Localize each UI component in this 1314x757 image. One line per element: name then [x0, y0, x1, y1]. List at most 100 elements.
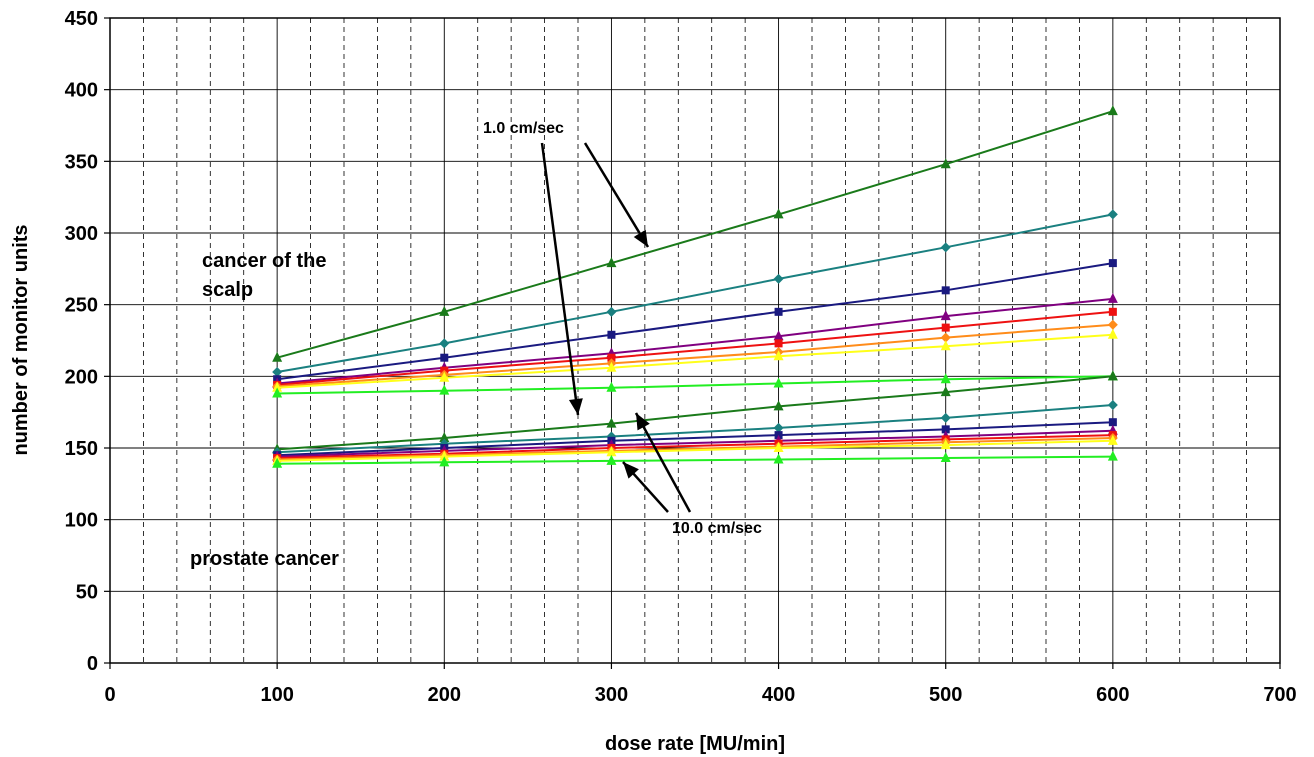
data-point: [940, 310, 951, 321]
data-point: [773, 453, 784, 464]
data-point: [1107, 434, 1118, 445]
data-point: [1107, 105, 1118, 116]
data-point: [606, 257, 617, 268]
series-10: [272, 400, 1118, 458]
data-point: [439, 338, 450, 349]
series-line: [277, 455, 1113, 465]
data-point: [773, 273, 784, 284]
series-15: [272, 434, 1118, 465]
annotation-scalp-line2: scalp: [202, 279, 253, 301]
x-tick-label: 100: [260, 684, 293, 706]
data-point: [272, 367, 283, 378]
data-point: [773, 442, 784, 452]
data-point: [1107, 370, 1118, 381]
arrow-head: [623, 462, 639, 479]
arrow-shaft: [540, 142, 580, 416]
data-point: [773, 422, 784, 433]
data-point: [439, 431, 450, 442]
y-tick-labels: 0 50 100 150 200 250 300 350 400 450: [65, 8, 110, 675]
y-tick-label: 300: [65, 223, 98, 245]
data-point: [272, 351, 283, 362]
y-tick-label: 250: [65, 295, 98, 317]
data-point: [941, 425, 950, 434]
data-point: [1107, 328, 1118, 339]
data-point: [774, 339, 783, 348]
data-point: [272, 381, 283, 392]
data-point: [606, 454, 617, 465]
series-line: [277, 434, 1113, 459]
x-tick-label: 200: [428, 684, 461, 706]
data-point: [1108, 418, 1117, 427]
series-line: [277, 421, 1113, 457]
data-point: [940, 452, 951, 463]
y-tick-label: 200: [65, 366, 98, 388]
series-line: [277, 333, 1113, 389]
data-point: [1107, 450, 1118, 461]
data-point: [606, 361, 617, 372]
arrow-head: [568, 398, 583, 415]
y-tick-label: 400: [65, 80, 98, 102]
series-line: [277, 429, 1113, 458]
y-tick-label: 100: [65, 510, 98, 532]
data-point: [607, 353, 616, 362]
annotation-1cm-sec: 1.0 cm/sec: [483, 120, 564, 137]
data-point: [940, 158, 951, 169]
x-tick-label: 400: [762, 684, 795, 706]
series-line: [276, 262, 1114, 381]
data-point: [774, 307, 783, 316]
series-line: [277, 323, 1113, 388]
series-line: [277, 375, 1113, 451]
data-point: [1107, 400, 1118, 410]
x-tick-label: 700: [1263, 684, 1296, 706]
data-point: [940, 332, 951, 343]
arrow-shaft: [583, 142, 650, 248]
data-point: [440, 353, 449, 362]
data-point: [941, 323, 950, 332]
y-tick-label: 0: [87, 653, 98, 675]
arrow-head: [633, 229, 648, 247]
data-point: [773, 208, 784, 219]
series-line: [276, 110, 1114, 359]
x-tick-labels: 0 100 200 300 400 500 600 700: [104, 663, 1297, 706]
data-point: [606, 381, 617, 392]
data-point: [439, 450, 450, 461]
data-point: [940, 373, 951, 384]
x-tick-label: 600: [1096, 684, 1129, 706]
series-7: [272, 328, 1118, 392]
series-16: [272, 450, 1118, 468]
x-axis-title: dose rate [MU/min]: [605, 733, 785, 755]
x-tick-label: 500: [929, 684, 962, 706]
data-point: [773, 330, 784, 341]
data-point: [773, 400, 784, 411]
data-point: [940, 242, 951, 253]
data-point: [606, 446, 617, 457]
plot-frame: [109, 17, 1281, 664]
data-point: [439, 456, 450, 467]
x-tick-label: 300: [595, 684, 628, 706]
data-point: [439, 371, 450, 382]
annotation-scalp-line1: cancer of the: [202, 250, 326, 272]
series-line: [277, 375, 1113, 395]
series-2: [272, 209, 1118, 378]
data-point: [1107, 209, 1118, 220]
annotation-10cm-sec: 10.0 cm/sec: [672, 520, 762, 537]
data-point: [439, 384, 450, 395]
data-point: [1107, 319, 1118, 330]
series-1: [272, 105, 1118, 362]
annotation-arrows: [540, 142, 692, 513]
data-point: [940, 412, 951, 423]
x-tick-label: 0: [104, 684, 115, 706]
arrow-head: [636, 413, 650, 431]
data-point: [607, 330, 616, 339]
data-point: [1108, 307, 1117, 316]
data-point: [773, 350, 784, 361]
series-9: [272, 370, 1118, 454]
y-tick-label: 150: [65, 438, 98, 460]
data-point: [941, 286, 950, 295]
data-point: [1108, 259, 1117, 268]
data-point: [272, 387, 283, 398]
data-point: [940, 439, 951, 450]
data-point: [1107, 292, 1118, 303]
annotation-prostate: prostate cancer: [190, 548, 339, 570]
